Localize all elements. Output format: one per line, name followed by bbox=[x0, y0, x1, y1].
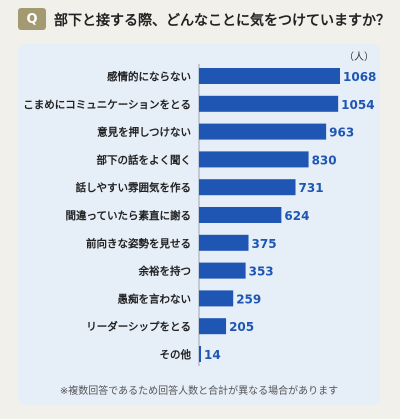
bar bbox=[199, 95, 339, 112]
value-label: 624 bbox=[284, 209, 309, 223]
bar-chart: 感情的にならない 1068 こまめにコミュニケーションをとる 1054 意見を押しつけな… bbox=[23, 64, 376, 366]
bar bbox=[199, 290, 234, 307]
question-badge: Q bbox=[18, 8, 46, 30]
category-label: こまめにコミュニケーションをとる bbox=[23, 99, 191, 111]
question-text: 部下と接する際、どんなことに気をつけていますか？ bbox=[54, 13, 390, 29]
category-label: 愚痴を言わない bbox=[118, 292, 192, 305]
value-label: 205 bbox=[229, 320, 254, 334]
category-label: 前向きな姿勢を見せる bbox=[86, 237, 191, 250]
category-label: 部下の話をよく聞く bbox=[97, 153, 192, 166]
category-label: 話しやすい雰囲気を作る bbox=[76, 181, 191, 194]
value-label: 963 bbox=[329, 126, 354, 140]
category-label: 意見を押しつけない bbox=[97, 126, 191, 139]
bar bbox=[199, 123, 327, 140]
bar bbox=[199, 234, 249, 251]
bar bbox=[199, 151, 309, 168]
bar bbox=[199, 262, 246, 279]
value-label: 731 bbox=[299, 181, 324, 195]
unit-label: （人） bbox=[344, 52, 374, 63]
value-label: 259 bbox=[236, 292, 261, 306]
value-label: 375 bbox=[252, 237, 277, 251]
value-label: 14 bbox=[204, 348, 221, 362]
chart-panel: （人） 感情的にならない 1068 こまめにコミュニケーションをとる 1054 意見を押… bbox=[18, 44, 380, 405]
category-label: その他 bbox=[160, 348, 192, 361]
value-label: 830 bbox=[312, 153, 337, 167]
category-label: リーダーシップをとる bbox=[86, 320, 191, 333]
bar bbox=[199, 179, 296, 196]
footnote: ※複数回答であるため回答人数と合計が異なる場合があります bbox=[59, 386, 339, 397]
question-header: Q 部下と接する際、どんなことに気をつけていますか？ bbox=[0, 0, 400, 38]
bar bbox=[199, 68, 340, 84]
bar bbox=[199, 346, 201, 362]
value-label: 1068 bbox=[343, 70, 376, 84]
category-label: 感情的にならない bbox=[107, 70, 191, 83]
value-label: 353 bbox=[249, 265, 274, 279]
value-label: 1054 bbox=[341, 98, 374, 112]
category-label: 間違っていたら素直に謝る bbox=[66, 209, 191, 222]
category-label: 余裕を持つ bbox=[138, 265, 192, 278]
bar bbox=[199, 318, 227, 335]
bar bbox=[199, 207, 282, 223]
